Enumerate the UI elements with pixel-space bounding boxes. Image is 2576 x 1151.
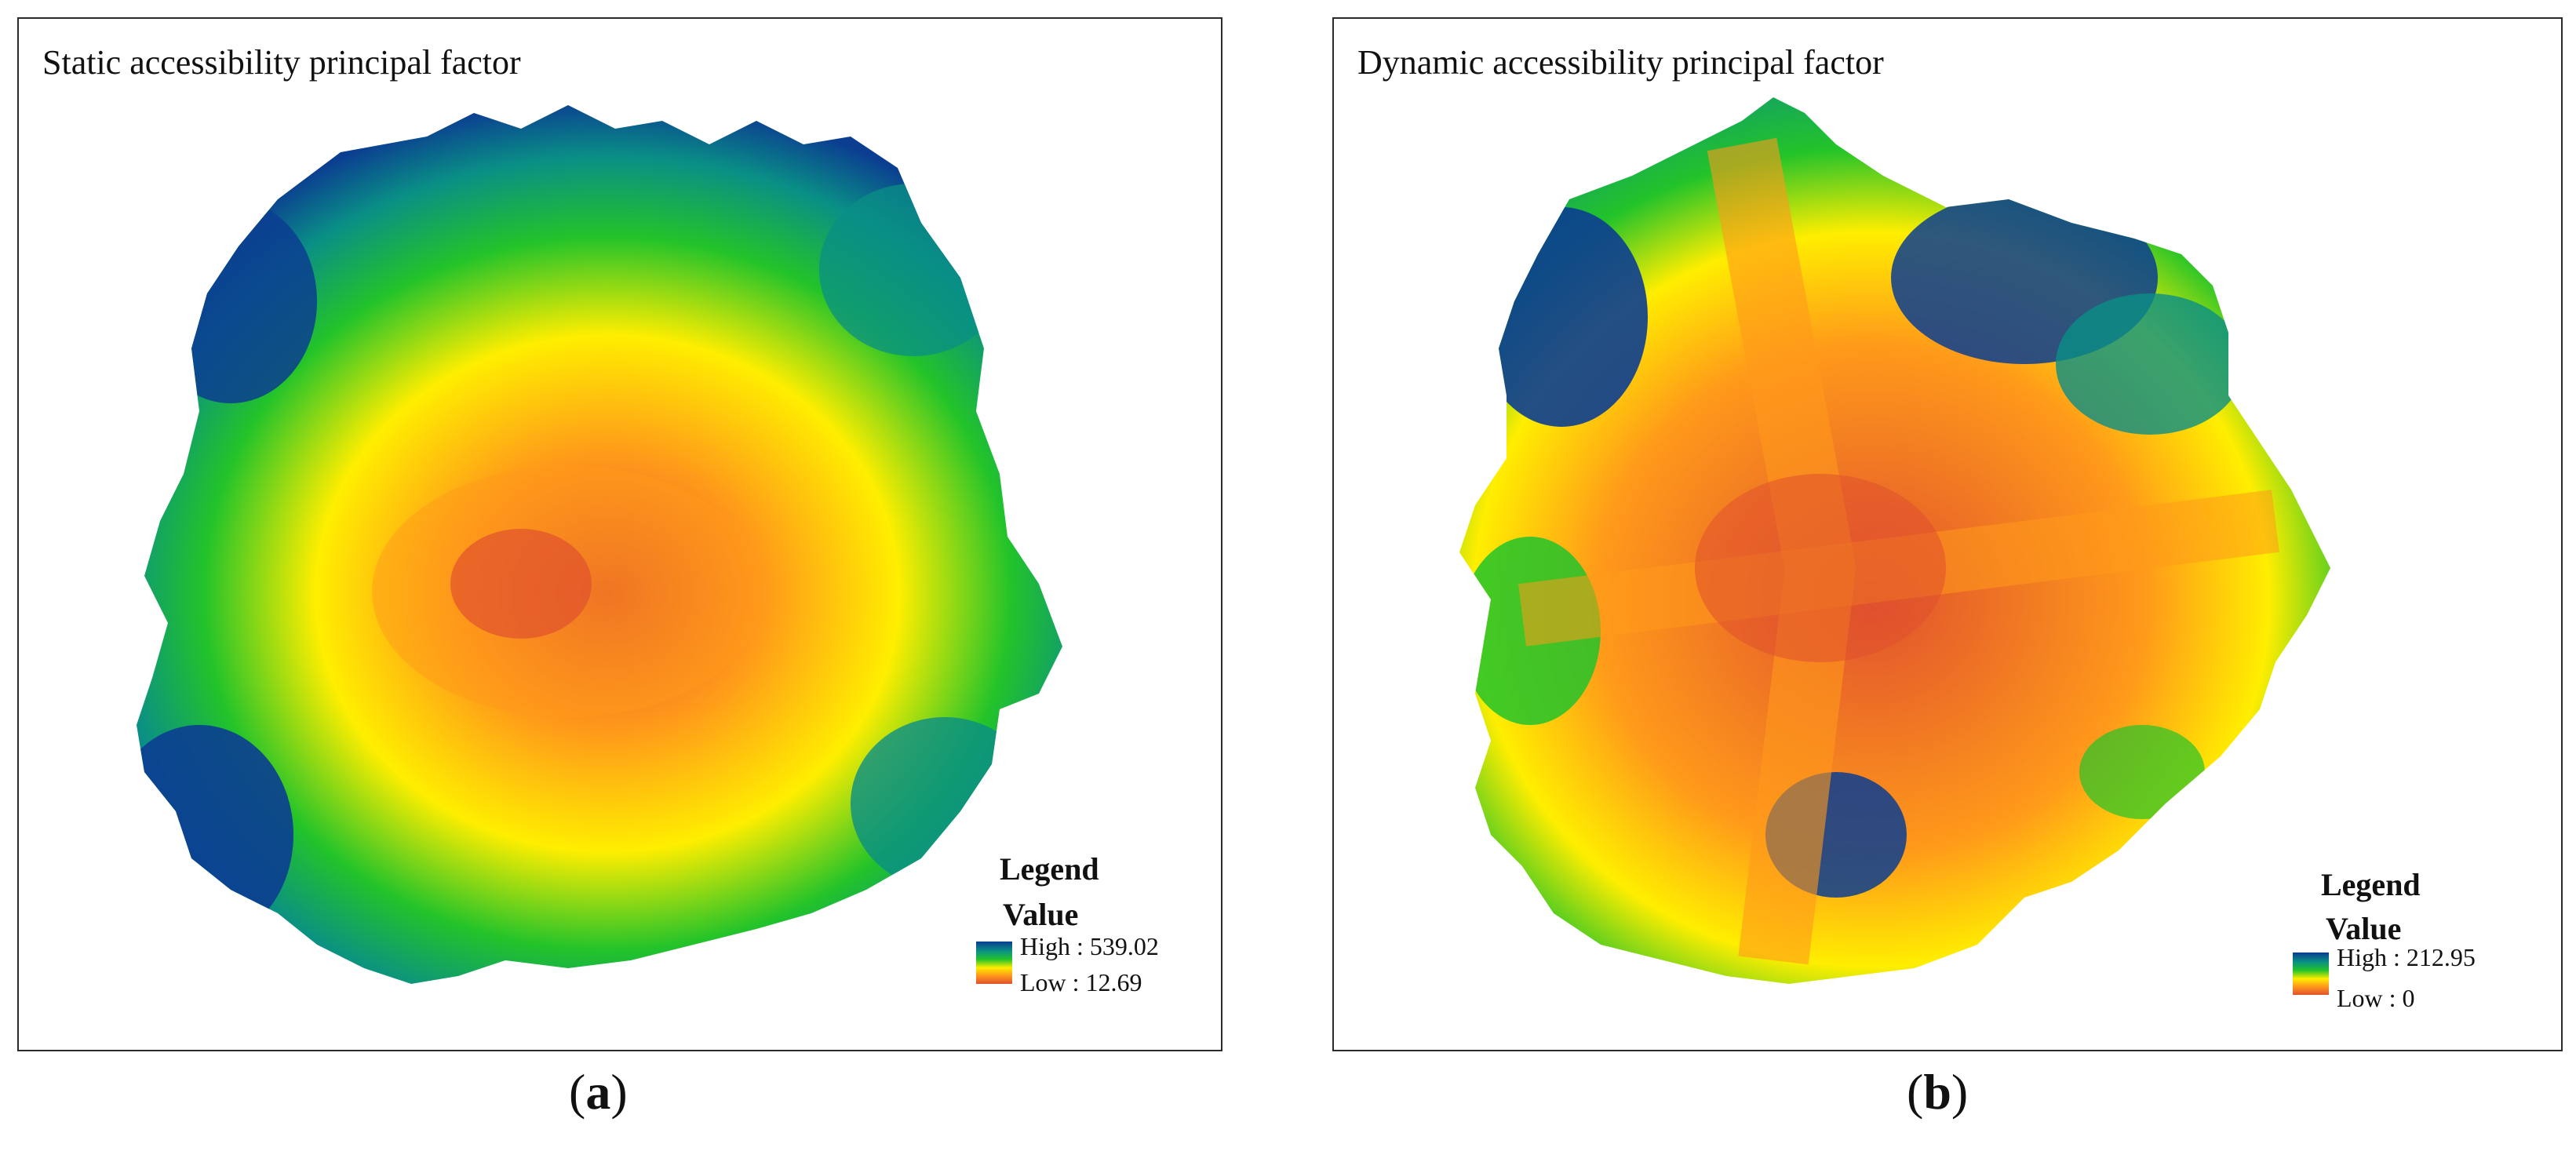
caption-b: (b): [1907, 1063, 1968, 1121]
legend-title: Legend: [1000, 851, 1099, 887]
legend-color-ramp: [976, 942, 1012, 984]
legend-low-value: Low : 0: [2337, 984, 2415, 1012]
legend-color-ramp: [2293, 952, 2329, 995]
caption-open-paren: (: [1907, 1064, 1924, 1120]
caption-letter: b: [1923, 1064, 1951, 1120]
legend: Legend Value High : 539.02 Low : 12.69: [976, 851, 1211, 1031]
map-title: Static accessibility principal factor: [42, 43, 521, 82]
legend-value-label: Value: [1003, 897, 1079, 932]
caption-close-paren: ): [610, 1064, 628, 1120]
static-accessibility-raster: [137, 105, 1062, 984]
caption-close-paren: ): [1951, 1064, 1969, 1120]
legend-high-value: High : 539.02: [1020, 932, 1159, 960]
legend-high-value: High : 212.95: [2337, 943, 2476, 971]
caption-letter: a: [585, 1064, 611, 1120]
legend-value-label: Value: [2326, 911, 2402, 946]
map-title: Dynamic accessibility principal factor: [1357, 43, 1884, 82]
dynamic-accessibility-map-panel: Dynamic accessibility principal factor L…: [1332, 17, 2563, 1051]
caption-a: (a): [569, 1063, 628, 1121]
legend: Legend Value High : 212.95 Low : 0: [2293, 866, 2544, 1039]
dynamic-accessibility-raster: [1459, 97, 2330, 984]
legend-title: Legend: [2321, 867, 2421, 902]
caption-open-paren: (: [569, 1064, 586, 1120]
legend-low-value: Low : 12.69: [1020, 968, 1142, 996]
static-accessibility-map-panel: Static accessibility principal factor Le…: [17, 17, 1222, 1051]
